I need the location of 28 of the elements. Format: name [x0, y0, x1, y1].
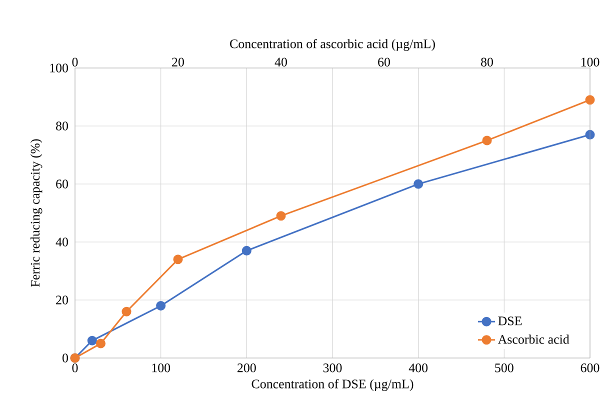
legend-label: DSE	[498, 316, 522, 326]
x-tick-label: 200	[238, 364, 256, 372]
point	[87, 336, 97, 346]
point	[414, 179, 424, 189]
y-axis-title: Ferric reducing capacity (%)	[30, 139, 42, 287]
x2-tick-label: 80	[481, 58, 493, 66]
x-tick-label: 400	[408, 364, 428, 372]
x2-tick-label: 40	[274, 58, 287, 66]
y-tick-label: 0	[62, 354, 68, 362]
x-tick-label: 300	[323, 364, 342, 372]
x-tick-label: 0	[72, 364, 78, 372]
x2-tick-label: 60	[378, 58, 390, 66]
x-tick-label: 600	[580, 364, 600, 372]
legend-label: Ascorbic acid	[498, 334, 570, 344]
point	[156, 301, 166, 311]
point	[242, 246, 252, 256]
y-tick-label: 80	[56, 122, 68, 130]
y-tick-label: 60	[56, 180, 68, 188]
y-tick-label: 40	[56, 238, 68, 246]
x-tick-label: 100	[152, 364, 170, 372]
y-tick-label: 20	[56, 296, 68, 304]
x-tick-label: 500	[495, 364, 514, 372]
x2-tick-label: 20	[172, 58, 184, 66]
y-tick-label: 100	[50, 64, 68, 72]
x-axis-title: Concentration of DSE (µg/mL)	[252, 379, 414, 392]
x2-axis-title: Concentration of ascorbic acid (µg/mL)	[230, 38, 435, 51]
x2-tick-label: 0	[72, 58, 78, 66]
x2-tick-label: 100	[581, 58, 600, 66]
